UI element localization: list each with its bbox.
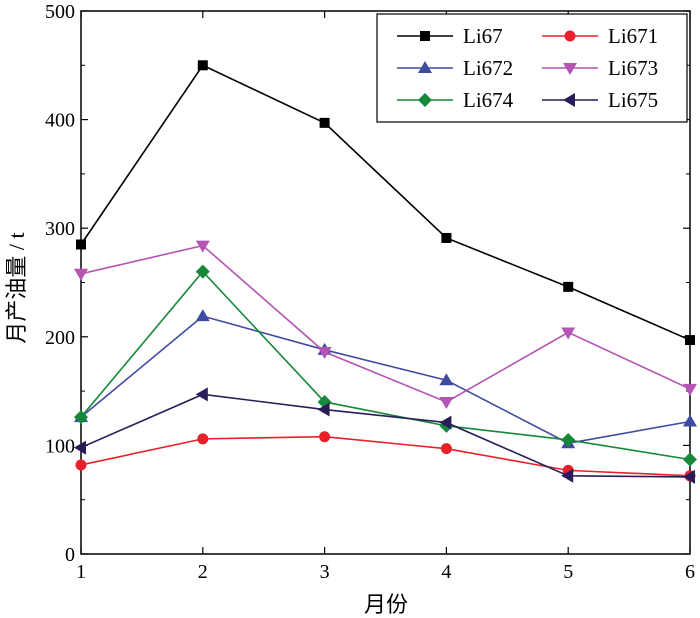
plot-area — [74, 60, 697, 484]
y-axis-label: 月产油量 / t — [4, 232, 29, 343]
data-point-li67 — [197, 60, 208, 71]
series-line-li671 — [80, 435, 691, 477]
legend-entry-li674: Li674 — [397, 88, 514, 112]
series-line-li67 — [80, 64, 691, 341]
series-line-li672 — [80, 315, 691, 445]
data-point-li673 — [561, 327, 576, 340]
series-line-li673 — [80, 244, 691, 403]
legend-label-li673: Li673 — [608, 56, 658, 80]
x-tick-label: 5 — [563, 561, 573, 583]
data-point-li675 — [683, 469, 695, 484]
x-tick-label: 3 — [320, 561, 330, 583]
data-point-li67 — [563, 281, 574, 292]
legend-label-li672: Li672 — [463, 56, 513, 80]
series-li671 — [75, 431, 696, 482]
legend-entry-li675: Li675 — [542, 88, 658, 112]
data-point-li675 — [195, 387, 208, 402]
legend-marker-li67 — [420, 31, 430, 41]
data-point-li674 — [683, 452, 697, 467]
legend-marker-li675 — [563, 93, 575, 107]
data-point-li673 — [683, 383, 697, 396]
data-point-li67 — [76, 239, 86, 250]
legend-label-li67: Li67 — [463, 24, 503, 48]
series-line-li675 — [80, 393, 691, 478]
legend-entry-li673: Li673 — [542, 56, 658, 80]
data-point-li675 — [74, 440, 86, 455]
data-point-li67 — [441, 232, 452, 243]
y-tick-label: 100 — [45, 435, 75, 457]
y-tick-label: 200 — [45, 327, 75, 349]
data-point-li671 — [319, 431, 331, 443]
series-li67 — [76, 60, 695, 346]
legend-label-li671: Li671 — [608, 24, 658, 48]
y-tick-label: 400 — [45, 110, 75, 132]
legend-label-li674: Li674 — [463, 88, 514, 112]
x-tick-label: 6 — [685, 561, 695, 583]
data-point-li675 — [317, 402, 330, 417]
data-point-li673 — [439, 396, 454, 409]
data-point-li673 — [317, 347, 332, 360]
series-li673 — [74, 240, 697, 409]
data-point-li671 — [75, 459, 87, 471]
tick-labels: 1 2 3 4 5 6 0 100 200 300 400 500 — [45, 1, 695, 583]
data-point-li673 — [195, 240, 210, 253]
legend: Li67 Li671 Li672 Li673 Li674 Li675 — [376, 13, 688, 123]
data-point-li672 — [683, 414, 697, 427]
x-axis-label: 月份 — [364, 592, 408, 617]
y-tick-label: 0 — [65, 544, 75, 566]
data-point-li674 — [561, 432, 576, 447]
data-point-li67 — [319, 117, 330, 128]
data-point-li673 — [74, 268, 88, 281]
data-point-li67 — [685, 335, 695, 346]
legend-entry-li671: Li671 — [542, 24, 658, 48]
legend-label-li675: Li675 — [608, 88, 658, 112]
series-li675 — [74, 387, 695, 484]
data-point-li671 — [440, 443, 452, 455]
data-point-li674 — [74, 410, 88, 425]
legend-marker-li671 — [564, 30, 576, 42]
legend-marker-li672 — [418, 61, 432, 73]
legend-entry-li67: Li67 — [397, 24, 503, 48]
data-point-li671 — [197, 433, 209, 445]
legend-marker-li674 — [418, 93, 432, 107]
x-tick-label: 2 — [198, 561, 208, 583]
data-point-li672 — [195, 309, 210, 322]
series-li672 — [74, 309, 697, 449]
x-tick-label: 1 — [76, 561, 86, 583]
series-line-li674 — [80, 270, 691, 461]
data-point-li672 — [439, 373, 454, 386]
x-tick-label: 4 — [441, 561, 451, 583]
legend-marker-li673 — [563, 63, 577, 75]
data-point-li675 — [561, 468, 574, 483]
data-point-li675 — [439, 415, 452, 430]
y-tick-label: 300 — [45, 218, 75, 240]
y-tick-label: 500 — [45, 1, 75, 23]
legend-entry-li672: Li672 — [397, 56, 513, 80]
data-point-li674 — [195, 264, 210, 279]
